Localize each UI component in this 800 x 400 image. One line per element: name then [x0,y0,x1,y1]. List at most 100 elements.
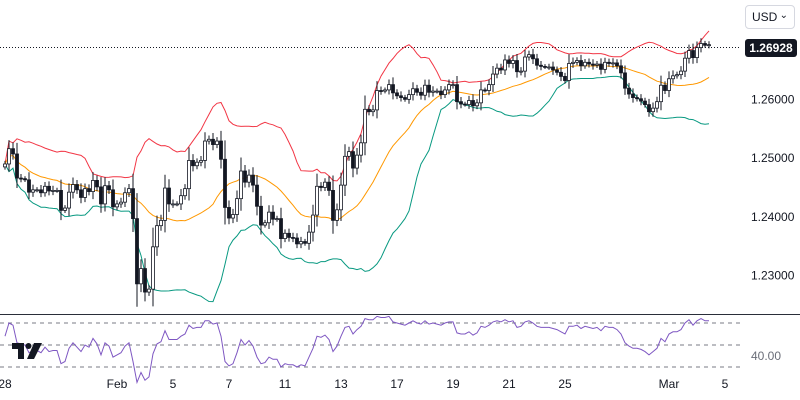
candle [91,172,95,200]
candle [467,95,471,109]
candle [623,65,627,95]
candle [351,141,355,178]
candle [103,177,107,212]
time-tick-label: 17 [390,377,404,391]
candle [79,183,83,204]
candle [283,229,287,243]
candle [367,105,371,116]
candle [63,205,67,213]
candle [407,89,411,104]
candle [535,53,539,70]
candle [183,184,187,200]
candle [539,61,543,71]
candle [499,63,503,74]
price-tick-label: 1.23000 [751,269,795,283]
candle [507,55,511,68]
candle [123,187,127,207]
candle [163,174,167,233]
candle [291,232,295,243]
candle [667,71,671,98]
candle [23,176,27,183]
candle [219,130,223,169]
candle [643,97,647,108]
candle [359,134,363,163]
candle [207,135,211,145]
candle [147,284,151,296]
candle [611,58,615,68]
time-tick-label: Feb [107,377,128,391]
candle [259,195,263,235]
candle [655,96,659,113]
candle [111,179,115,217]
candle [331,175,335,234]
rsi-pane: 40.00 [0,315,781,385]
candle [519,67,523,76]
candle [603,57,607,74]
candle [391,77,395,100]
candle [563,72,567,84]
price-axis[interactable]: 1.23000 1.24000 1.25000 1.26000 [751,92,795,282]
candle [471,94,475,112]
candle [295,233,299,249]
candle [515,53,519,78]
candle [363,95,367,156]
candle [83,183,87,203]
candle [683,51,687,78]
candle [263,219,267,228]
candle [271,205,275,226]
candle [239,157,243,211]
candle [19,174,23,183]
tradingview-logo-icon[interactable] [12,341,44,361]
candle [495,63,499,79]
candle [531,48,535,65]
candle [131,173,135,233]
candle [255,175,259,216]
candle [159,214,163,231]
candle [223,140,227,225]
candle [443,86,447,98]
candle [155,215,159,256]
candle [95,175,99,192]
candle [599,58,603,75]
currency-selector[interactable]: USD ⌄ [745,5,795,29]
candle [35,187,39,193]
time-tick-label: 11 [279,377,292,391]
candle [3,160,7,170]
candle [355,147,359,175]
candle [215,137,219,149]
candle [387,79,391,95]
candlesticks [3,38,711,307]
candle [703,40,707,48]
candle [231,208,235,224]
rsi-tick-label: 40.00 [751,349,781,363]
price-tick-label: 1.25000 [751,151,795,165]
candle [591,59,595,70]
candle [439,86,443,100]
candle [431,86,435,97]
candle [251,167,255,193]
candle [371,104,375,117]
candle [279,207,283,249]
candle [627,82,631,99]
candle [523,50,527,78]
time-tick-label: 25 [558,377,572,391]
candle [487,79,491,96]
candle [15,142,19,189]
currency-label: USD [752,10,778,24]
candle [419,87,423,100]
candle [199,156,203,167]
candle [135,193,139,307]
candle [59,179,63,221]
candle [179,189,183,210]
candle [619,59,623,79]
candle [343,144,347,197]
candle [375,81,379,119]
chevron-down-icon: ⌄ [779,10,788,21]
candle [663,81,667,95]
candle [543,64,547,70]
candle [171,199,175,208]
candle [527,50,531,61]
time-axis[interactable]: 28 Feb 5 7 11 13 17 19 21 25 Mar 5 [0,377,729,391]
candle [631,88,635,103]
